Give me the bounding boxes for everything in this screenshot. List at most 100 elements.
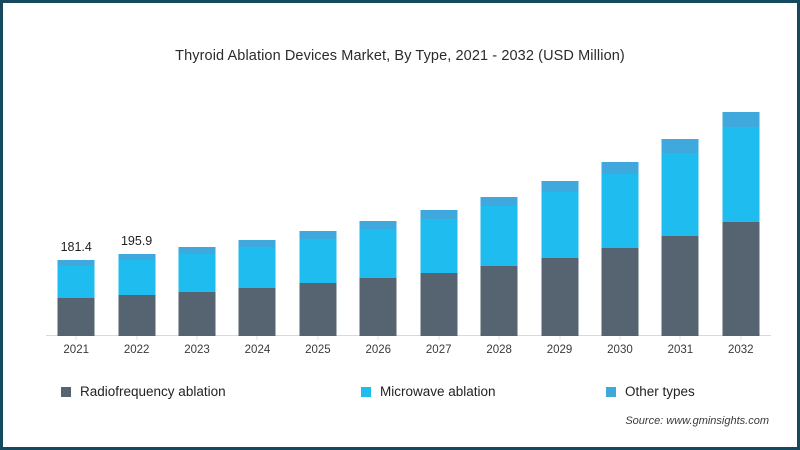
legend-item-label: Microwave ablation [380,384,496,399]
bar-segment-micro[interactable] [541,191,579,258]
legend-item-label: Radiofrequency ablation [80,384,226,399]
bar-group-2027[interactable]: 2027 [409,101,469,356]
chart-legend: Radiofrequency ablation Microwave ablatio… [61,384,754,399]
axis-tick-mark [498,336,500,340]
bar-group-2030[interactable]: 2030 [590,101,650,356]
bar-segment-other[interactable] [541,180,579,192]
stacked-bar[interactable] [299,230,337,336]
bar-segment-other[interactable] [299,230,337,239]
stacked-bar[interactable] [661,139,699,336]
bar-segment-other[interactable] [57,259,95,266]
bar-segment-rf[interactable] [359,278,397,336]
stacked-bar[interactable] [541,180,579,336]
legend-item-1[interactable]: Microwave ablation [361,384,606,399]
bar-group-2026[interactable]: 2026 [348,101,408,356]
bar-segment-micro[interactable] [480,206,518,266]
bar-segment-micro[interactable] [661,152,699,237]
axis-tick-mark [196,336,198,340]
stacked-bar[interactable] [420,209,458,336]
axis-tick-mark [438,336,440,340]
bar-segment-other[interactable] [420,209,458,219]
x-axis-tick-2028: 2028 [486,344,512,356]
bar-segment-rf[interactable] [541,257,579,336]
bar-segment-rf[interactable] [722,221,760,336]
bar-segment-rf[interactable] [420,272,458,336]
bar-segment-other[interactable] [480,196,518,207]
x-axis-tick-2023: 2023 [184,344,210,356]
bar-group-2031[interactable]: 2031 [650,101,710,356]
square-swatch-icon [606,386,616,397]
axis-tick-mark [740,336,742,340]
chart-canvas: Thyroid Ablation Devices Market, By Type… [6,6,794,444]
x-axis-tick-2025: 2025 [305,344,331,356]
bar-group-2024[interactable]: 2024 [227,101,287,356]
legend-item-label: Other types [625,384,695,399]
x-axis-tick-2024: 2024 [244,344,271,356]
legend-item-0[interactable]: Radiofrequency ablation [61,384,361,399]
x-axis-tick-2032: 2032 [727,344,754,356]
bar-segment-micro[interactable] [601,174,639,249]
bar-group-2029[interactable]: 2029 [529,101,589,356]
bar-segment-other[interactable] [118,253,156,260]
stacked-bar[interactable]: 195.9 [118,234,156,336]
bar-value-label: 195.9 [120,233,153,248]
square-swatch-icon [361,386,371,397]
bar-segment-rf[interactable] [299,283,337,336]
axis-tick-mark [679,336,681,340]
axis-tick-mark [559,336,561,340]
axis-tick-mark [377,336,379,340]
x-axis-tick-2021: 2021 [63,344,89,356]
bar-group-2028[interactable]: 2028 [469,101,529,356]
bar-value-label: 181.4 [60,239,92,254]
bar-segment-micro[interactable] [299,238,337,284]
bar-segment-other[interactable] [359,221,397,230]
bar-group-2021[interactable]: 181.4 2021 [46,101,106,356]
x-axis-tick-2031: 2031 [667,344,694,356]
axis-tick-mark [256,336,258,340]
x-axis-tick-2030: 2030 [607,344,633,356]
stacked-bar[interactable] [601,162,639,336]
bar-segment-other[interactable] [601,162,639,175]
bar-segment-rf[interactable] [661,236,699,336]
stacked-bar[interactable] [359,221,397,336]
axis-tick-mark [317,336,319,340]
axis-tick-mark [136,336,138,340]
stacked-bar[interactable] [238,239,276,336]
legend-item-2[interactable]: Other types [606,384,695,399]
axis-tick-mark [75,336,77,340]
bar-segment-micro[interactable] [359,229,397,279]
stacked-bar[interactable] [722,111,760,336]
bar-segment-rf[interactable] [118,295,156,336]
bar-group-2032[interactable]: 2032 [711,101,771,356]
bar-group-2023[interactable]: 2023 [167,101,227,356]
bar-segment-micro[interactable] [722,126,760,222]
bar-segment-micro[interactable] [178,253,216,292]
stacked-bar[interactable]: 181.4 [57,240,95,336]
stacked-bar[interactable] [178,247,216,336]
page-title: Thyroid Ablation Devices Market, By Type… [175,48,625,64]
source-attribution: Source: www.gminsights.com [625,415,769,427]
x-axis-tick-2027: 2027 [425,344,452,356]
bar-segment-other[interactable] [178,247,216,254]
bar-segment-rf[interactable] [480,265,518,336]
bar-segment-micro[interactable] [420,218,458,273]
stacked-bar[interactable] [480,196,518,336]
bar-segment-micro[interactable] [118,259,156,296]
x-axis-tick-2022: 2022 [123,344,150,356]
bar-segment-rf[interactable] [178,291,216,336]
bar-segment-micro[interactable] [238,246,276,288]
axis-tick-mark [619,336,621,340]
x-axis-tick-2029: 2029 [546,344,573,356]
bar-segment-other[interactable] [238,239,276,247]
bar-segment-rf[interactable] [238,287,276,336]
plot-area: 181.4 2021 195.9 2022 2023 2024 2025 2026 2027 20… [46,101,771,356]
bar-segment-rf[interactable] [57,298,95,336]
bar-group-2022[interactable]: 195.9 2022 [106,101,166,356]
square-swatch-icon [61,386,71,397]
bar-segment-rf[interactable] [601,248,639,336]
bar-segment-other[interactable] [722,111,760,127]
bar-segment-micro[interactable] [57,265,95,299]
bar-group-2025[interactable]: 2025 [288,101,348,356]
bar-segment-other[interactable] [661,139,699,153]
